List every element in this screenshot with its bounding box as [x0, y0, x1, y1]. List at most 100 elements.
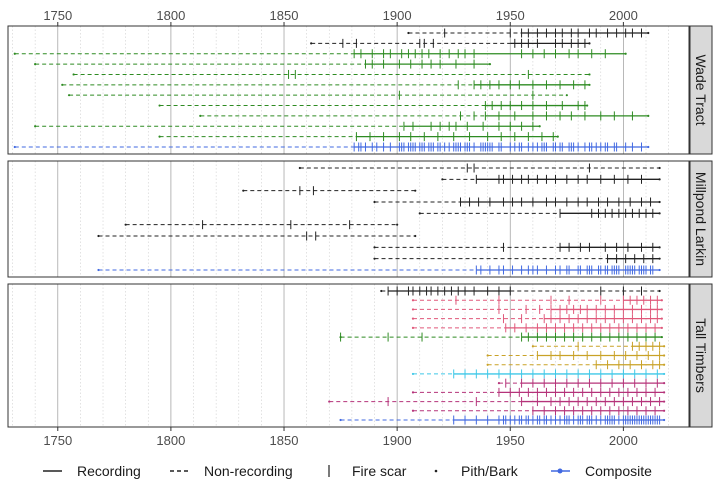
- bottom-tick-label: 1950: [496, 433, 525, 448]
- panel-strip: [689, 283, 713, 428]
- pith-mark: [339, 418, 342, 422]
- pith-mark: [486, 354, 489, 357]
- bark-mark: [588, 83, 591, 86]
- panels: Wade Tract Millpond Larkin Tall Timbers: [7, 25, 713, 428]
- pith-mark: [34, 125, 37, 128]
- pith-mark: [411, 299, 415, 302]
- tree-series: [158, 132, 559, 142]
- panel-border: [7, 160, 690, 278]
- bark-mark: [488, 62, 492, 66]
- bark-mark: [663, 400, 666, 403]
- bark-mark: [588, 42, 591, 45]
- pith-mark: [97, 268, 100, 272]
- bark-mark: [647, 145, 650, 149]
- pith-mark: [34, 62, 37, 66]
- pith-mark: [13, 52, 16, 55]
- pith-mark: [158, 135, 161, 138]
- pith-mark: [61, 83, 64, 86]
- bottom-tick-label: 1750: [43, 433, 72, 448]
- panel-strip: [689, 160, 713, 278]
- bark-mark: [658, 289, 661, 293]
- legend-recording-label: Recording: [77, 463, 141, 479]
- tree-series: [328, 397, 666, 407]
- bark-mark: [660, 308, 663, 311]
- bark-mark: [647, 114, 650, 118]
- bark-mark: [663, 354, 666, 357]
- pith-mark: [67, 94, 71, 97]
- panel-wade-tract: Wade Tract: [7, 25, 713, 155]
- pith-mark: [242, 189, 245, 192]
- tree-series: [407, 28, 650, 38]
- bark-mark: [586, 104, 589, 107]
- legend: Recording Non-recording Fire scar Pith/B…: [43, 463, 652, 479]
- tree-series: [158, 101, 589, 111]
- pith-mark: [411, 308, 415, 311]
- bark-mark: [538, 125, 541, 128]
- bottom-axis: 1750 1800 1850 1900 1950 2000: [43, 427, 638, 448]
- pith-mark: [298, 166, 301, 170]
- bark-mark: [647, 31, 650, 35]
- top-tick-label: 2000: [609, 8, 638, 23]
- bark-mark: [663, 345, 666, 348]
- tree-series: [61, 80, 591, 90]
- bark-mark: [658, 212, 661, 215]
- top-tick-label: 1900: [383, 8, 412, 23]
- bark-mark: [624, 52, 627, 55]
- panel-background: [8, 161, 689, 277]
- bottom-tick-label: 2000: [609, 433, 638, 448]
- tree-series: [124, 220, 399, 230]
- bark-mark: [396, 223, 399, 226]
- tree-series: [242, 186, 417, 196]
- tree-series: [380, 286, 661, 296]
- top-tick-label: 1950: [496, 8, 525, 23]
- bark-mark: [663, 391, 666, 394]
- panel-strip-label: Millpond Larkin: [693, 172, 709, 266]
- tree-series: [34, 59, 492, 69]
- bottom-tick-label: 1850: [270, 433, 299, 448]
- bark-mark: [663, 363, 666, 366]
- top-axis: 1750 1800 1850 1900 1950 2000: [43, 8, 638, 26]
- legend-composite-swatch-dot: [557, 468, 563, 474]
- pith-mark: [407, 31, 410, 35]
- tree-series: [486, 360, 666, 370]
- legend-non-recording-label: Non-recording: [204, 463, 293, 479]
- composite-series: [97, 265, 661, 275]
- bark-mark: [414, 234, 417, 238]
- pith-mark: [411, 391, 415, 394]
- bark-mark: [658, 178, 661, 181]
- pith-mark: [158, 104, 161, 107]
- tree-series: [373, 242, 661, 252]
- tree-series: [486, 351, 666, 360]
- bark-mark: [660, 335, 663, 339]
- pith-mark: [310, 42, 313, 45]
- tree-series: [13, 49, 627, 59]
- tree-series: [497, 378, 666, 388]
- pith-mark: [13, 145, 16, 149]
- bark-mark: [660, 326, 663, 329]
- pith-mark: [411, 372, 415, 376]
- tree-series: [411, 304, 663, 314]
- pith-mark: [328, 400, 331, 403]
- pith-mark: [373, 257, 376, 260]
- tree-series: [67, 90, 568, 100]
- tree-series: [373, 197, 661, 207]
- tree-series: [411, 295, 663, 305]
- bark-mark: [414, 189, 417, 192]
- tree-series: [34, 121, 541, 131]
- pith-mark: [441, 178, 444, 181]
- top-tick-label: 1750: [43, 8, 72, 23]
- tree-series: [531, 341, 666, 351]
- bark-mark: [565, 94, 568, 97]
- bark-mark: [660, 317, 663, 320]
- panel-border: [7, 283, 690, 428]
- composite-series: [13, 142, 650, 152]
- tree-series: [373, 254, 661, 264]
- bark-mark: [663, 418, 666, 422]
- bark-mark: [663, 409, 666, 412]
- pith-mark: [373, 200, 376, 204]
- bark-mark: [658, 200, 661, 204]
- pith-mark: [411, 409, 415, 412]
- pith-mark: [418, 212, 421, 215]
- legend-pith-bark-swatch: [434, 469, 438, 473]
